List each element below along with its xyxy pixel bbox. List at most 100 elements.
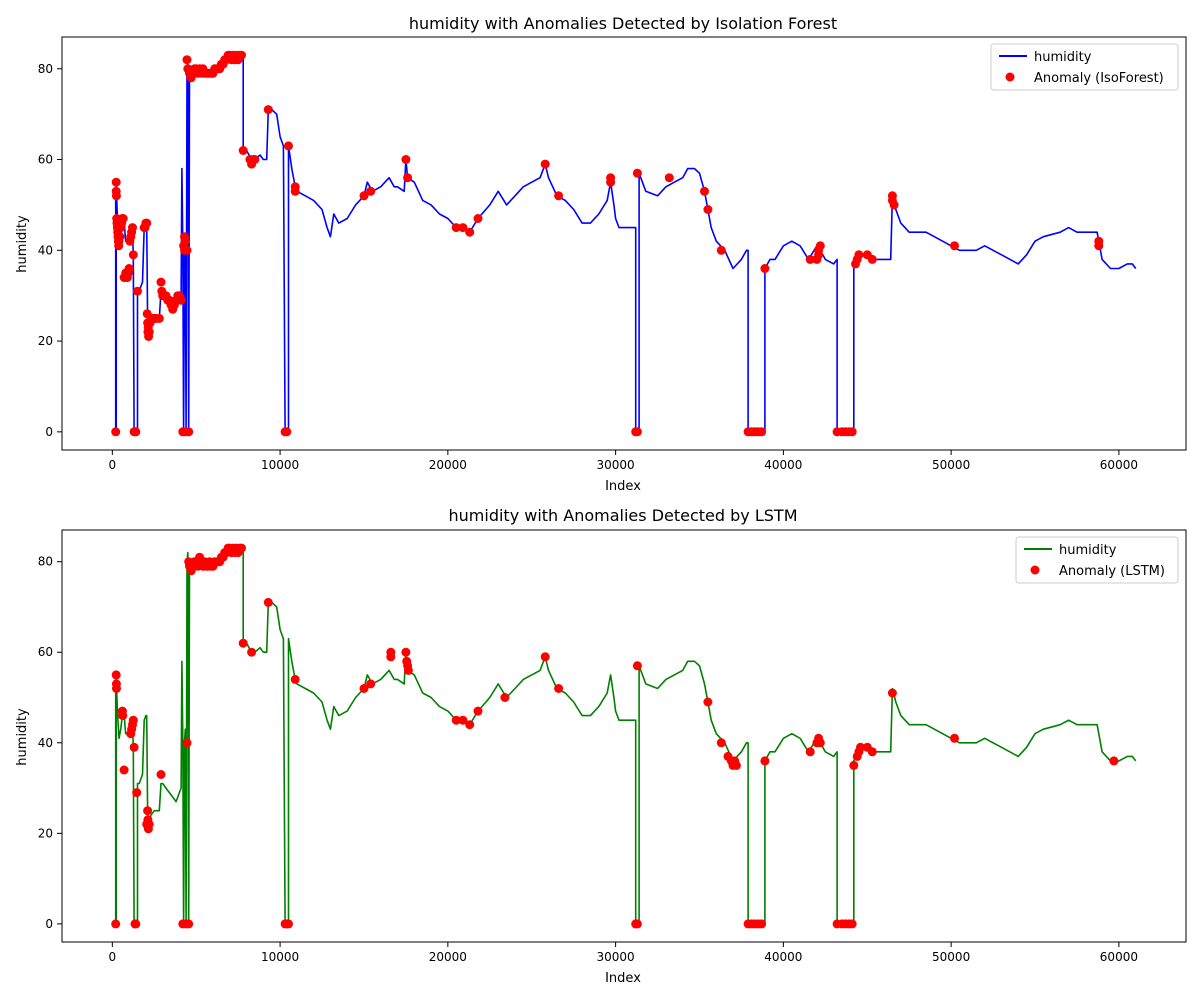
anomaly-point: [805, 747, 815, 757]
anomaly-point: [632, 168, 642, 178]
x-tick-label: 60000: [1100, 950, 1138, 964]
anomaly-point: [458, 715, 468, 725]
anomaly-point: [119, 765, 129, 775]
anomaly-point: [366, 679, 376, 689]
anomaly-point: [182, 738, 192, 748]
anomaly-point: [132, 788, 142, 798]
anomaly-point: [815, 241, 825, 251]
anomaly-point: [112, 684, 121, 693]
anomaly-point: [238, 146, 248, 155]
anomaly-point: [182, 55, 192, 65]
anomaly-point: [465, 720, 475, 730]
anomaly-point: [554, 684, 564, 693]
anomaly-point: [632, 427, 642, 437]
anomaly-point: [632, 919, 642, 929]
anomaly-point: [887, 688, 897, 698]
x-tick-label: 20000: [429, 458, 467, 472]
anomaly-point: [144, 327, 154, 337]
anomaly-point: [111, 177, 121, 187]
anomaly-point: [854, 250, 864, 260]
x-tick-label: 40000: [764, 458, 802, 472]
anomaly-point: [156, 277, 166, 287]
y-tick-label: 80: [38, 555, 53, 569]
legend-marker-swatch: [1030, 565, 1040, 575]
anomaly-point: [238, 638, 248, 648]
y-tick-label: 60: [38, 153, 53, 167]
y-tick-label: 40: [38, 736, 53, 750]
anomaly-point: [847, 919, 857, 929]
legend-label-humidity: humidity: [1034, 50, 1092, 65]
anomaly-point: [118, 711, 128, 721]
chart-title: humidity with Anomalies Detected by Isol…: [409, 14, 837, 33]
x-tick-label: 20000: [429, 950, 467, 964]
anomaly-point: [142, 218, 152, 228]
anomaly-point: [290, 674, 300, 684]
anomaly-point: [401, 647, 411, 657]
anomaly-point: [176, 295, 186, 305]
legend-frame: [990, 43, 1179, 91]
legend-marker-swatch: [1005, 72, 1015, 82]
anomaly-point: [950, 241, 959, 251]
legend-frame: [1015, 536, 1179, 584]
anomaly-point: [131, 427, 141, 437]
anomaly-point: [867, 254, 877, 264]
anomaly-point: [716, 245, 726, 255]
anomaly-point: [124, 264, 134, 273]
anomaly-point: [554, 191, 564, 201]
anomaly-point: [473, 214, 483, 223]
chart-lstm: humidity with Anomalies Detected by LSTM…: [15, 506, 1187, 986]
anomaly-point: [867, 747, 877, 757]
anomaly-point: [111, 670, 121, 680]
axes-frame: [61, 36, 1187, 451]
x-tick-label: 60000: [1100, 458, 1138, 472]
anomaly-point: [1094, 241, 1104, 251]
anomaly-point: [184, 919, 194, 929]
anomaly-point: [664, 173, 674, 183]
anomaly-point: [115, 232, 125, 242]
x-axis-label: Index: [605, 971, 641, 986]
axes-frame: [61, 529, 1187, 943]
x-tick-label: 40000: [764, 950, 802, 964]
anomaly-point: [131, 919, 141, 929]
anomaly-point: [128, 223, 137, 233]
anomaly-point: [284, 919, 293, 929]
anomaly-point: [950, 733, 959, 743]
anomaly-point: [760, 756, 770, 766]
anomaly-point: [757, 427, 767, 437]
legend-label-anomaly: Anomaly (LSTM): [1059, 564, 1165, 579]
anomaly-point: [366, 186, 376, 196]
anomaly-point: [180, 236, 190, 246]
chart-title: humidity with Anomalies Detected by LSTM: [449, 506, 798, 525]
anomaly-point: [889, 200, 899, 210]
anomaly-point: [263, 105, 273, 115]
anomaly-point: [451, 223, 461, 233]
legend: humidity Anomaly (LSTM): [1015, 536, 1179, 584]
anomaly-point: [118, 214, 128, 223]
anomaly-point: [606, 177, 616, 187]
legend-label-humidity: humidity: [1059, 543, 1117, 558]
anomaly-point: [359, 684, 369, 693]
anomaly-point: [290, 186, 300, 196]
x-tick-label: 30000: [597, 458, 635, 472]
y-tick-label: 0: [45, 917, 53, 931]
anomaly-point: [250, 155, 260, 164]
y-tick-label: 60: [38, 645, 53, 659]
y-axis-label: humidity: [15, 708, 30, 766]
y-tick-label: 0: [45, 425, 53, 439]
y-axis-label: humidity: [15, 215, 30, 273]
y-tick-label: 20: [38, 334, 53, 348]
anomaly-point: [760, 264, 770, 273]
anomaly-point: [703, 205, 713, 214]
chart-isolation-forest: humidity with Anomalies Detected by Isol…: [15, 14, 1187, 494]
anomaly-point: [237, 50, 246, 60]
anomaly-point: [247, 647, 257, 657]
anomaly-point: [284, 141, 293, 151]
anomaly-point: [156, 770, 166, 779]
anomaly-point: [458, 223, 468, 233]
anomaly-point: [849, 760, 859, 770]
anomaly-point: [282, 427, 292, 437]
anomaly-point: [128, 250, 138, 260]
anomaly-point: [359, 191, 369, 201]
anomaly-point: [451, 715, 461, 725]
legend-label-anomaly: Anomaly (IsoForest): [1034, 71, 1164, 86]
